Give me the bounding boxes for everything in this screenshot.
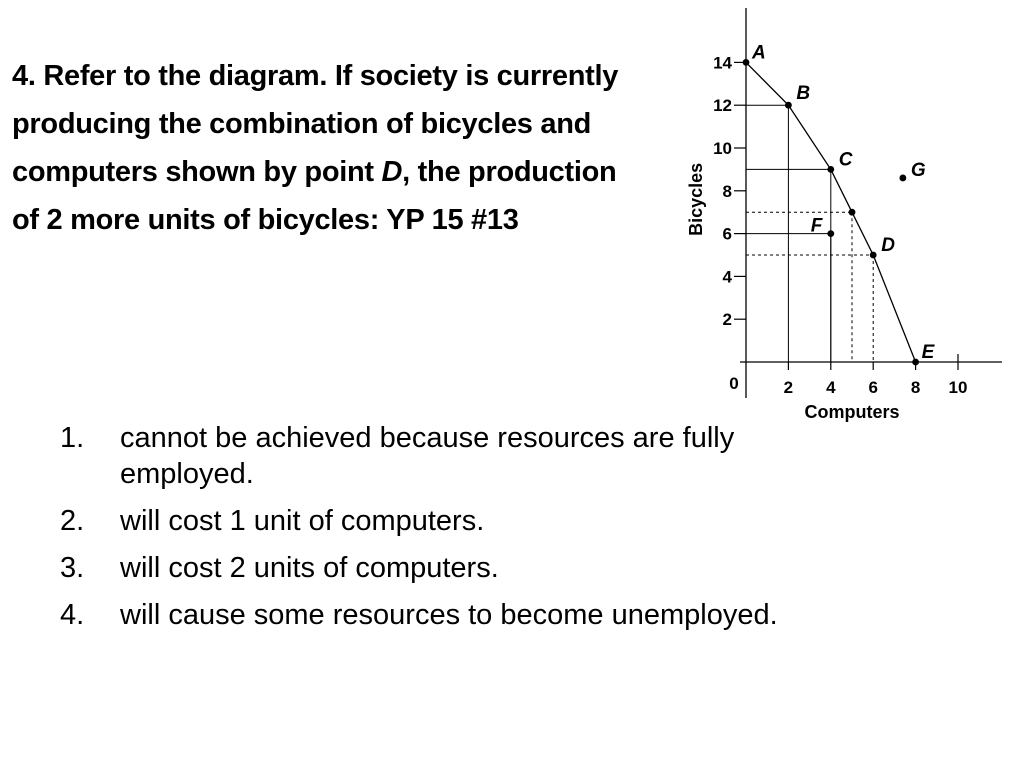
answer-text: will cause some resources to become unem… — [120, 599, 778, 631]
point-label: C — [839, 149, 853, 170]
data-point — [869, 251, 877, 259]
x-axis-title: Computers — [804, 402, 899, 422]
data-point — [848, 208, 856, 216]
answer-item-3[interactable]: 3. will cost 2 units of computers. — [60, 550, 800, 586]
answer-number: 1. — [60, 422, 85, 454]
question-text: 4. Refer to the diagram. If society is c… — [12, 52, 622, 244]
answer-list: 1. cannot be achieved because resources a… — [60, 420, 800, 644]
y-tick-label: 8 — [723, 182, 732, 201]
answer-text: will cost 2 units of computers. — [120, 552, 499, 584]
y-tick-label: 10 — [713, 139, 732, 158]
data-point — [742, 59, 750, 66]
answer-item-4[interactable]: 4. will cause some resources to become un… — [60, 597, 800, 633]
ppf-curve — [745, 61, 917, 363]
point-label: B — [796, 83, 810, 104]
point-label: F — [811, 216, 824, 237]
answer-number: 3. — [60, 552, 85, 584]
production-possibilities-chart: 2 4 6 8 10 12 14 2 4 6 8 10 0 Computers Bicycles A B C D E F… — [686, 8, 1002, 422]
point-label: D — [881, 235, 895, 256]
y-tick-label: 6 — [723, 225, 732, 244]
x-tick-label: 10 — [949, 378, 968, 397]
answer-item-2[interactable]: 2. will cost 1 unit of computers. — [60, 503, 800, 539]
y-axis-title: Bicycles — [686, 163, 706, 236]
answer-text: cannot be achieved because resources are… — [120, 422, 735, 490]
origin-label: 0 — [729, 374, 738, 393]
question-text-after: , the production of 2 more units of bicy… — [12, 156, 617, 236]
data-point — [785, 101, 792, 109]
point-label: G — [911, 160, 926, 181]
answer-item-1[interactable]: 1. cannot be achieved because resources a… — [60, 420, 800, 492]
answer-text: will cost 1 unit of computers. — [120, 505, 485, 537]
question-point-label: D — [381, 156, 403, 188]
data-point — [899, 174, 907, 182]
data-point — [912, 358, 919, 366]
question-text-before: 4. Refer to the diagram. If society is c… — [12, 60, 619, 188]
x-tick-label: 4 — [826, 378, 836, 397]
x-tick-label: 6 — [868, 378, 877, 397]
y-tick-label: 14 — [713, 53, 732, 72]
data-point — [827, 230, 835, 238]
point-label: A — [751, 42, 766, 63]
data-point — [827, 166, 835, 173]
x-tick-label: 8 — [911, 378, 920, 397]
y-tick-label: 12 — [713, 96, 732, 115]
y-tick-label: 2 — [723, 310, 732, 329]
point-label: E — [922, 342, 936, 363]
y-tick-label: 4 — [723, 267, 733, 286]
x-tick-label: 2 — [784, 378, 793, 397]
answer-number: 4. — [60, 599, 85, 631]
answer-number: 2. — [60, 505, 85, 537]
